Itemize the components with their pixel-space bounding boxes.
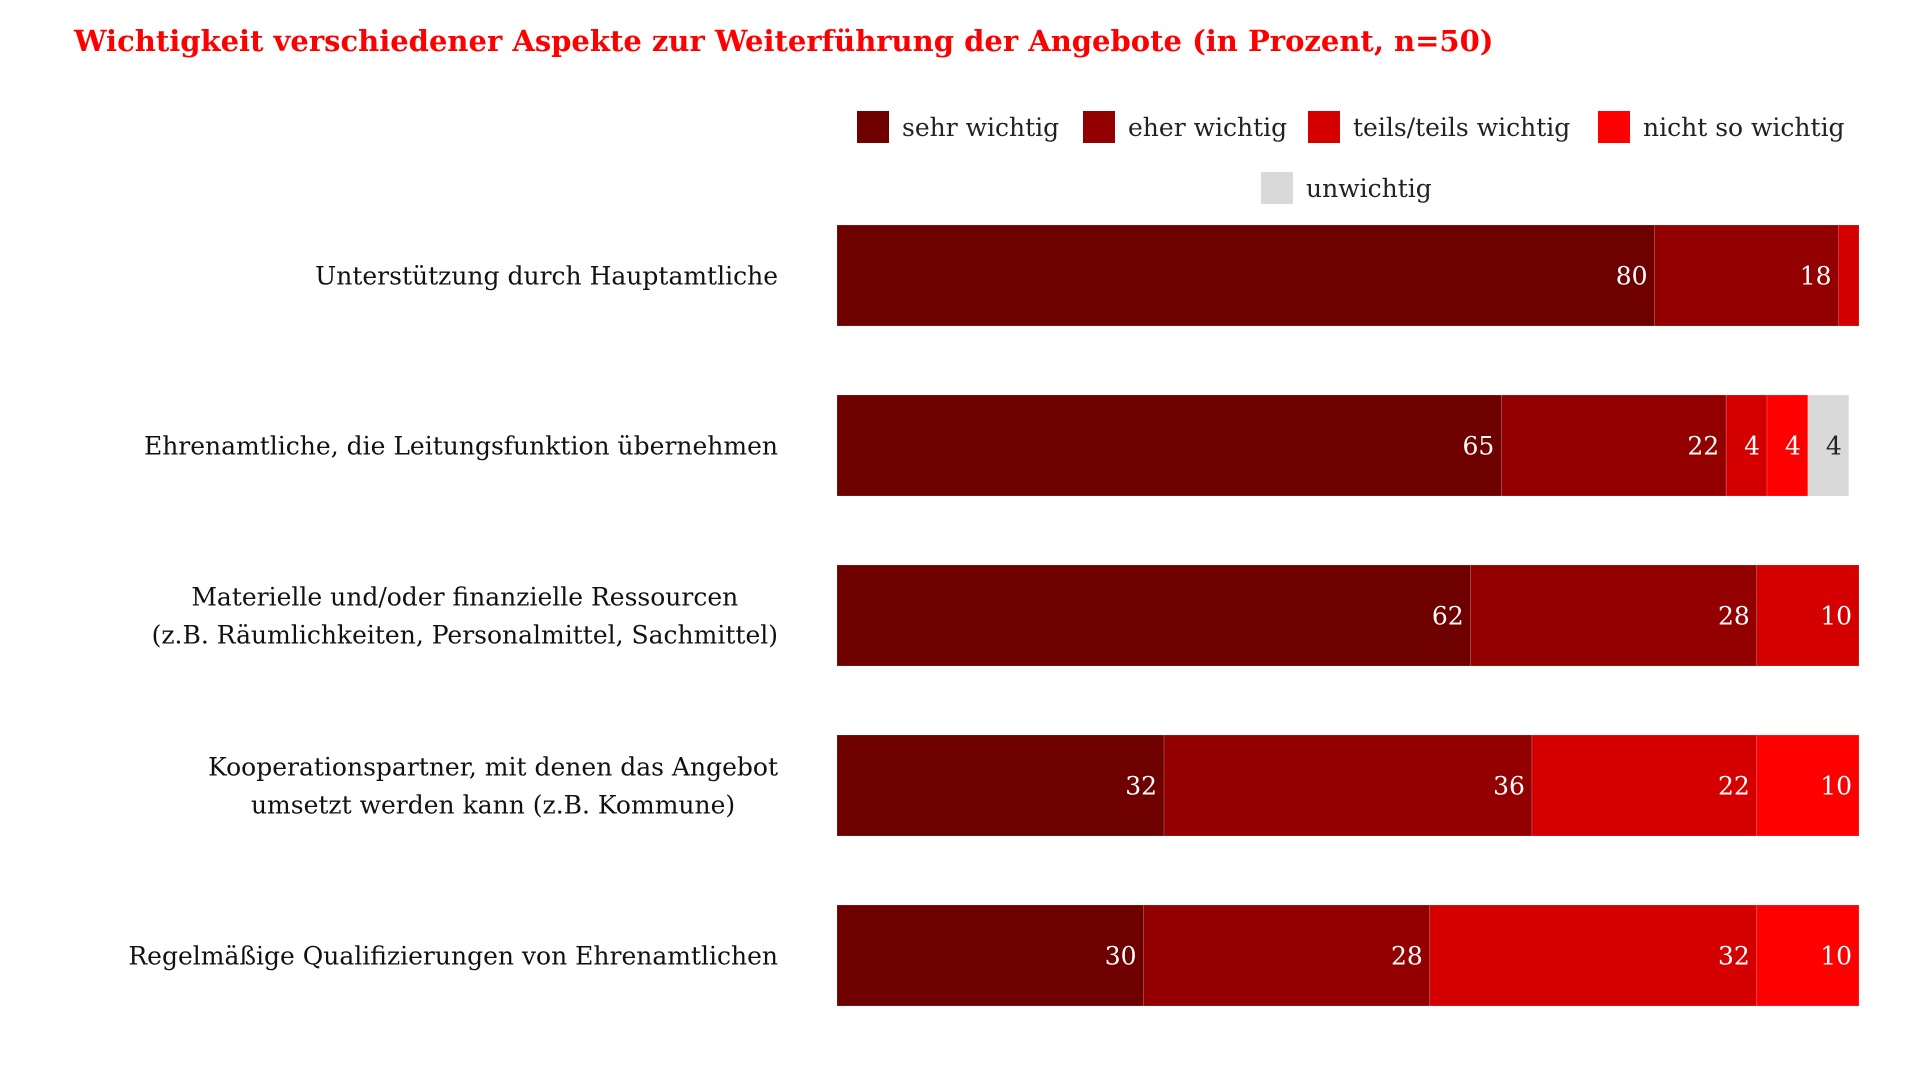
- value-label: 22: [1718, 772, 1750, 801]
- category-label-1: Ehrenamtliche, die Leitungsfunktion über…: [144, 432, 778, 461]
- bar-segment: [1756, 564, 1860, 667]
- value-label: 32: [1125, 772, 1157, 801]
- legend-swatch-2: [1308, 111, 1340, 143]
- bar-segment: [836, 394, 1502, 497]
- bar-segment: [836, 734, 1165, 837]
- value-label: 4: [1744, 432, 1760, 461]
- value-label: 4: [1785, 432, 1801, 461]
- value-label: 10: [1820, 602, 1852, 631]
- bar-segment: [836, 224, 1655, 327]
- value-label: 80: [1616, 262, 1648, 291]
- value-label: 30: [1105, 942, 1137, 971]
- legend-swatch-4: [1261, 172, 1293, 204]
- value-label: 65: [1462, 432, 1494, 461]
- category-label-0: Unterstützung durch Hauptamtliche: [315, 262, 778, 291]
- legend-swatch-3: [1598, 111, 1630, 143]
- value-label: 28: [1718, 602, 1750, 631]
- bar-segment: [1470, 564, 1758, 667]
- bar-segment: [836, 564, 1471, 667]
- value-label: 22: [1687, 432, 1719, 461]
- bar-segment: [836, 904, 1144, 1007]
- value-label: 62: [1432, 602, 1464, 631]
- category-label-line: Regelmäßige Qualifizierungen von Ehrenam…: [128, 942, 778, 971]
- bar-segment: [1163, 734, 1533, 837]
- bar-segment: [1654, 224, 1839, 327]
- bar-segment: [1756, 734, 1860, 837]
- legend-label-2: teils/teils wichtig: [1353, 113, 1570, 142]
- bar-segment: [1501, 394, 1727, 497]
- bar-segment: [1756, 904, 1860, 1007]
- bar-segment: [1725, 394, 1768, 497]
- legend-swatch-1: [1083, 111, 1115, 143]
- value-label: 32: [1718, 942, 1750, 971]
- category-label-line: umsetzt werden kann (z.B. Kommune): [251, 791, 735, 820]
- value-label: 18: [1800, 262, 1832, 291]
- category-label-line: Ehrenamtliche, die Leitungsfunktion über…: [144, 432, 778, 461]
- value-label: 4: [1826, 432, 1842, 461]
- value-label: 28: [1391, 942, 1423, 971]
- category-label-3: Kooperationspartner, mit denen das Angeb…: [208, 753, 778, 820]
- chart-title: Wichtigkeit verschiedener Aspekte zur We…: [73, 24, 1493, 58]
- category-label-4: Regelmäßige Qualifizierungen von Ehrenam…: [128, 942, 778, 971]
- legend-label-3: nicht so wichtig: [1643, 113, 1845, 142]
- bar-segment: [1531, 734, 1758, 837]
- legend-label-1: eher wichtig: [1128, 113, 1287, 142]
- legend: sehr wichtig eher wichtig teils/teils wich…: [857, 111, 1845, 204]
- bar-segment: [1143, 904, 1431, 1007]
- bar-segment: [1838, 224, 1860, 327]
- legend-label-0: sehr wichtig: [902, 113, 1059, 142]
- category-label-line: Unterstützung durch Hauptamtliche: [315, 262, 778, 291]
- value-label: 10: [1820, 942, 1852, 971]
- bar-segment: [1807, 394, 1850, 497]
- category-label-line: (z.B. Räumlichkeiten, Personalmittel, Sa…: [152, 621, 778, 650]
- category-label-2: Materielle und/oder finanzielle Ressourc…: [152, 583, 778, 650]
- bar-segment: [1766, 394, 1809, 497]
- bars: [836, 224, 1860, 1007]
- legend-label-4: unwichtig: [1306, 174, 1432, 203]
- category-label-line: Materielle und/oder finanzielle Ressourc…: [191, 583, 738, 612]
- category-labels: Unterstützung durch Hauptamtliche Ehrenam…: [128, 262, 778, 971]
- value-label: 10: [1820, 772, 1852, 801]
- legend-swatch-0: [857, 111, 889, 143]
- bar-segment: [1429, 904, 1758, 1007]
- category-label-line: Kooperationspartner, mit denen das Angeb…: [208, 753, 778, 782]
- value-label: 36: [1493, 772, 1525, 801]
